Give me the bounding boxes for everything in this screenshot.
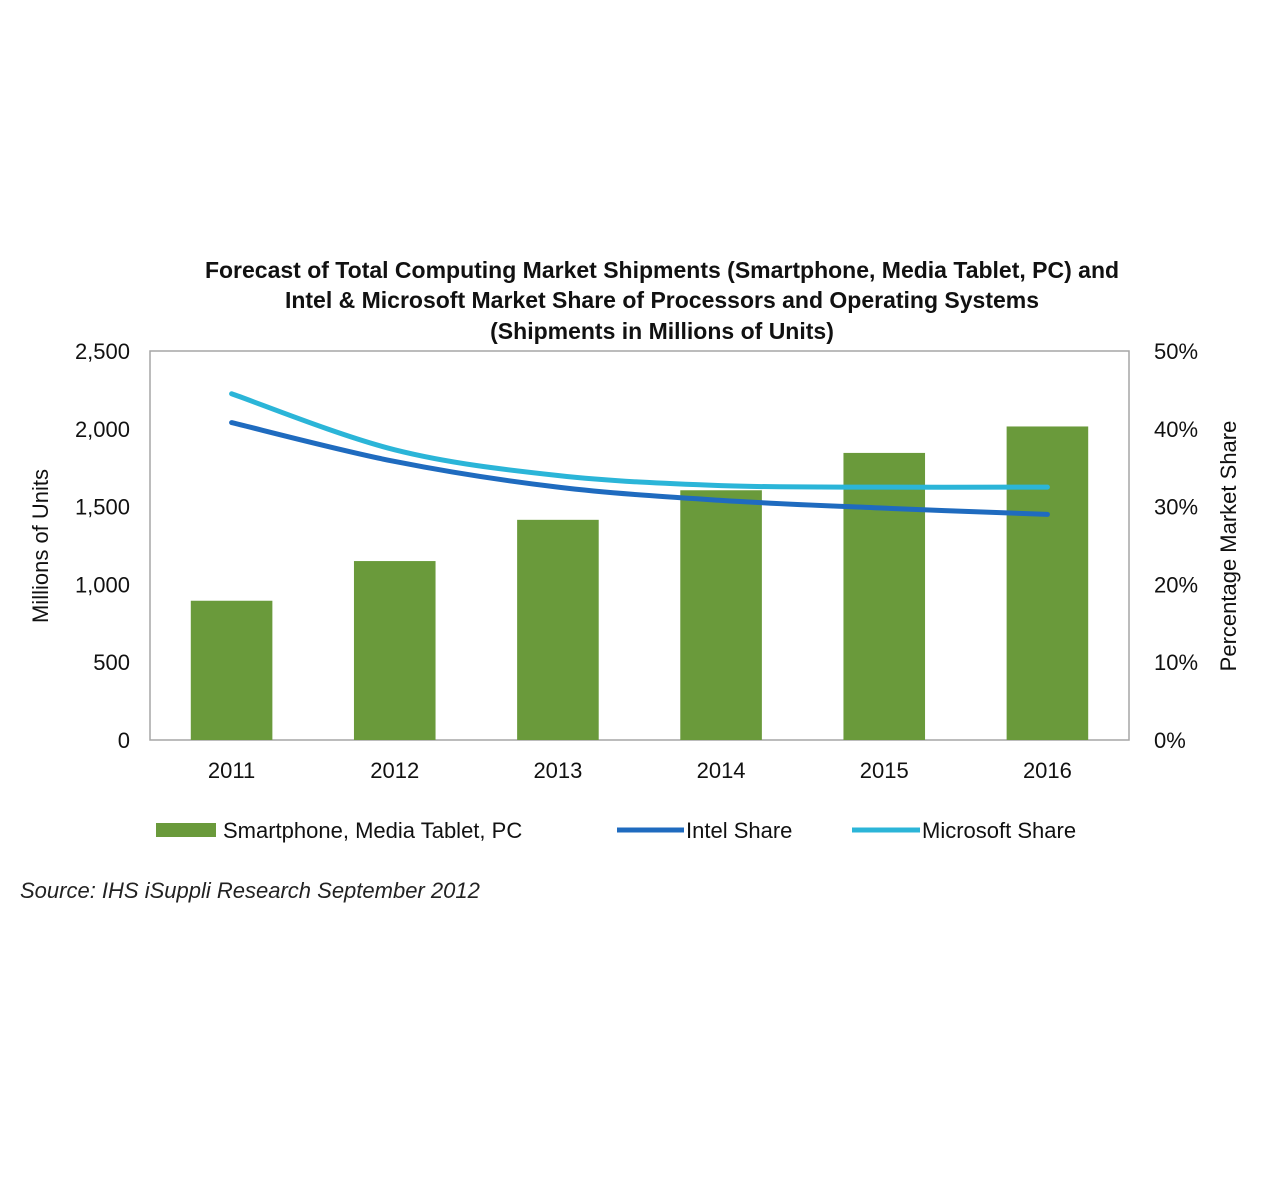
left-tick-label: 1,500 — [75, 495, 130, 520]
bar-2013 — [517, 519, 599, 740]
chart-title: Forecast of Total Computing Market Shipm… — [205, 257, 1119, 344]
bar-series — [190, 426, 1089, 740]
x-tick-label: 2011 — [208, 758, 255, 783]
x-tick-label: 2015 — [860, 758, 909, 783]
left-axis-ticks: 0 500 1,000 1,500 2,000 2,500 — [75, 339, 130, 753]
legend-swatch-bars — [156, 823, 216, 837]
right-axis-ticks: 0% 10% 20% 30% 40% 50% — [1154, 339, 1198, 753]
x-axis-ticks: 2011 2012 2013 2014 2015 2016 — [208, 758, 1072, 783]
line-series-group — [229, 391, 1050, 517]
x-tick-label: 2016 — [1023, 758, 1072, 783]
chart-title-line-2: Intel & Microsoft Market Share of Proces… — [285, 287, 1039, 313]
right-tick-label: 50% — [1154, 339, 1198, 364]
legend-label-bars: Smartphone, Media Tablet, PC — [223, 818, 522, 843]
legend-label-microsoft: Microsoft Share — [922, 818, 1076, 843]
microsoft-share-line — [229, 391, 1050, 490]
intel-share-line — [229, 420, 1050, 517]
left-tick-label: 1,000 — [75, 572, 130, 597]
right-tick-label: 30% — [1154, 495, 1198, 520]
bar-2015 — [843, 452, 926, 740]
source-note: Source: IHS iSuppli Research September 2… — [20, 878, 480, 903]
left-tick-label: 500 — [93, 650, 130, 675]
bar-2014 — [680, 490, 762, 740]
x-tick-label: 2013 — [533, 758, 582, 783]
right-tick-label: 0% — [1154, 728, 1186, 753]
right-tick-label: 40% — [1154, 417, 1198, 442]
legend: Smartphone, Media Tablet, PC Intel Share… — [156, 818, 1076, 843]
left-tick-label: 0 — [118, 728, 130, 753]
x-tick-label: 2012 — [370, 758, 419, 783]
right-tick-label: 10% — [1154, 650, 1198, 675]
left-tick-label: 2,500 — [75, 339, 130, 364]
left-axis-title: Millions of Units — [28, 469, 53, 623]
chart-title-line-3: (Shipments in Millions of Units) — [490, 318, 834, 344]
bar-2011 — [190, 600, 273, 740]
x-tick-label: 2014 — [697, 758, 746, 783]
plot-area-border — [149, 350, 1130, 741]
chart-title-line-1: Forecast of Total Computing Market Shipm… — [205, 257, 1119, 283]
left-tick-label: 2,000 — [75, 417, 130, 442]
right-axis-title: Percentage Market Share — [1216, 421, 1241, 672]
bar-2016 — [1006, 426, 1089, 740]
bar-2012 — [353, 561, 436, 740]
legend-label-intel: Intel Share — [686, 818, 792, 843]
right-tick-label: 20% — [1154, 572, 1198, 597]
